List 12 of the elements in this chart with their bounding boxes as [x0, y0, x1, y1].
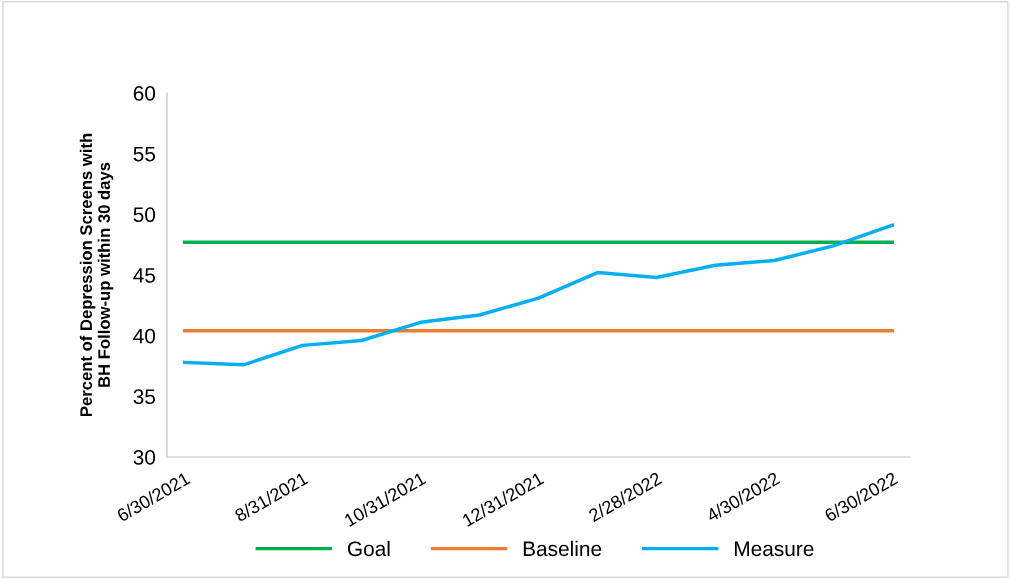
- y-tick-label: 35: [133, 389, 156, 405]
- line-series: [182, 223, 895, 367]
- y-tick-label: 45: [133, 268, 156, 283]
- y-tick-label: 30: [133, 450, 156, 465]
- legend-label: Baseline: [523, 540, 602, 557]
- y-tick-label: 60: [133, 86, 156, 101]
- y-tick-label: 50: [133, 207, 156, 223]
- y-tick-label: 40: [133, 328, 156, 344]
- y-axis-title: Percent of Depression Screens with BH Follow-up within 30 days: [79, 133, 114, 417]
- legend-label: Measure: [735, 541, 814, 557]
- y-tick-label: 55: [133, 146, 156, 162]
- legend-label: Goal: [347, 540, 390, 557]
